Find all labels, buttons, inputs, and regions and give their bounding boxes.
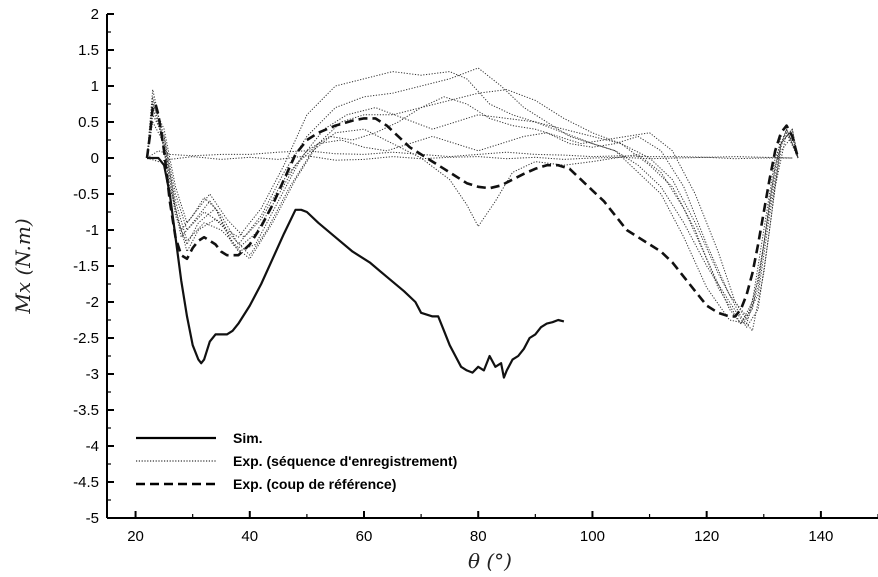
- y-tick-label: 1.5: [78, 42, 99, 59]
- y-tick-label: -3.5: [73, 402, 99, 419]
- y-tick-label: -0.5: [73, 186, 99, 203]
- y-tick-label: -5: [86, 510, 99, 527]
- x-tick-label: 140: [808, 528, 833, 545]
- series-line: [146, 96, 799, 321]
- x-tick-label: 80: [470, 528, 487, 545]
- y-tick-label: -3: [86, 366, 99, 383]
- y-tick-label: -1: [86, 222, 99, 239]
- x-tick-label: 120: [694, 528, 719, 545]
- legend-label: Sim.: [233, 430, 263, 446]
- y-tick-label: 0: [91, 150, 99, 167]
- legend-label: Exp. (séquence d'enregistrement): [233, 453, 457, 469]
- x-tick-label: 100: [580, 528, 605, 545]
- series-line: [146, 107, 799, 328]
- series-line: [146, 150, 793, 159]
- y-tick-label: 2: [91, 6, 99, 23]
- y-tick-label: -1.5: [73, 258, 99, 275]
- series-line: [146, 89, 799, 332]
- y-tick-label: -2: [86, 294, 99, 311]
- x-tick-label: 20: [127, 528, 144, 545]
- legend-label: Exp. (coup de référence): [233, 476, 396, 492]
- series-line: [147, 156, 565, 379]
- series-line: [146, 96, 799, 325]
- legend: Sim. Exp. (séquence d'enregistrement) Exp.…: [136, 430, 457, 492]
- y-tick-label: 1: [91, 78, 99, 95]
- x-tick-label: 60: [356, 528, 373, 545]
- y-tick-label: -4.5: [73, 474, 99, 491]
- y-axis-label: Mx (N.m): [11, 218, 35, 314]
- labels-layer: Mx (N.m) θ (°): [11, 218, 512, 573]
- y-tick-label: -2.5: [73, 330, 99, 347]
- axes-layer: 2 1.5 1 0.5 0 -0.5 -1 -1.5 -2 -2.5 -3 -3.5 -4 -4.5 -5 2…: [73, 6, 878, 545]
- y-tick-label: -4: [86, 438, 99, 455]
- series-layer: [145, 67, 800, 379]
- series-line: [146, 71, 799, 325]
- y-tick-label: 0.5: [78, 114, 99, 131]
- series-line: [145, 102, 800, 318]
- series-line: [146, 67, 799, 325]
- x-tick-label: 40: [241, 528, 258, 545]
- x-axis-label: θ (°): [468, 549, 512, 573]
- series-line: [146, 121, 799, 317]
